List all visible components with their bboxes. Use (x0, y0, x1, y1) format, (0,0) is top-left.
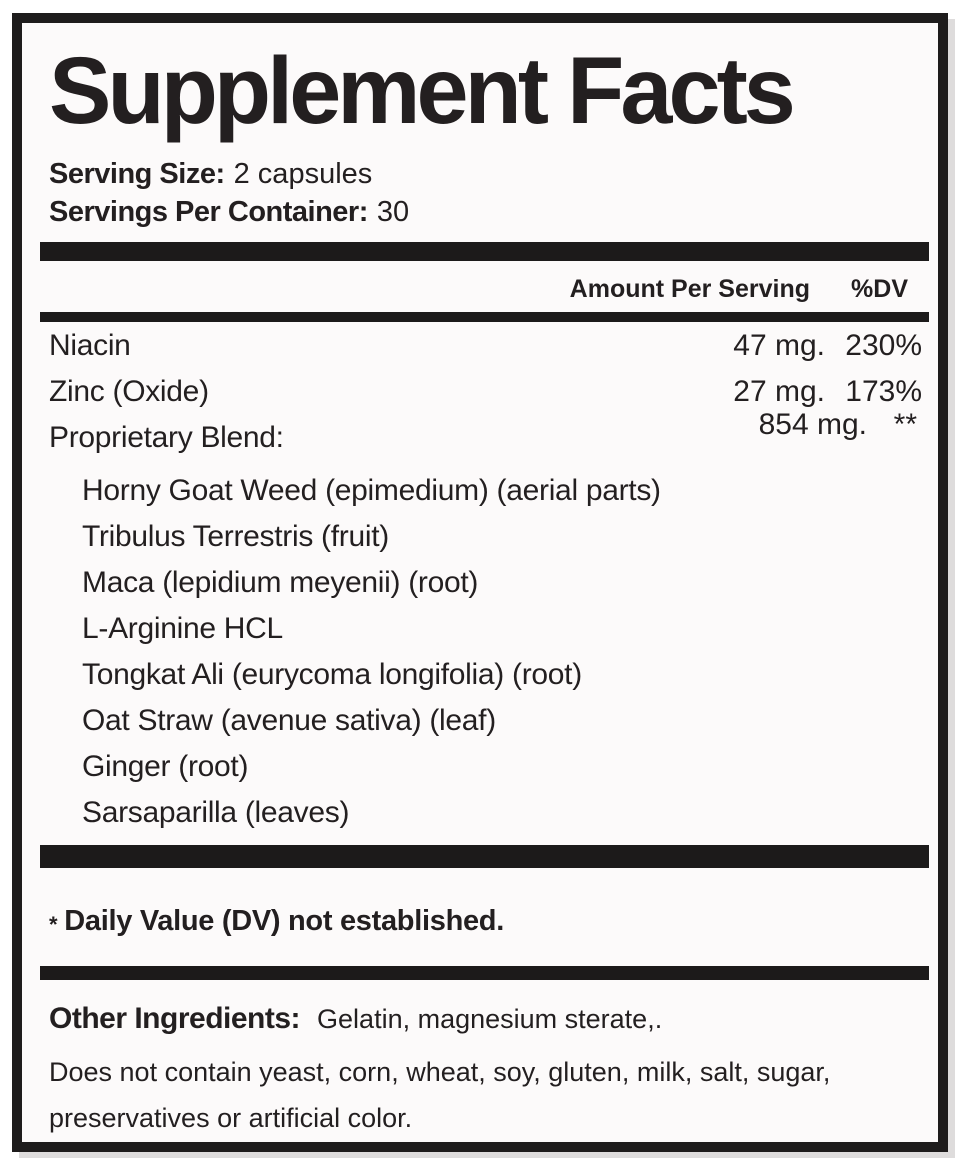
servings-per-container-value: 30 (376, 196, 410, 229)
nutrient-name: Proprietary Blend: (49, 421, 284, 455)
nutrient-amount: 854 mg. (758, 408, 867, 442)
list-item: Sarsaparilla (leaves) (82, 796, 350, 830)
separator-bar-bottom (40, 966, 929, 981)
serving-size-value: 2 capsules (233, 158, 373, 191)
nutrient-dv: ** (893, 408, 917, 442)
amount-per-serving-header: Amount Per Serving (569, 275, 810, 304)
other-ingredients-value: Gelatin, magnesium sterate,. (317, 1004, 663, 1035)
nutrient-name: Niacin (49, 329, 131, 363)
other-ingredients-label: Other Ingredients: (49, 1002, 301, 1036)
nutrient-rows: Niacin 47 mg. 230% Zinc (Oxide) 27 mg. 1… (49, 322, 922, 467)
separator-bar-header (40, 312, 929, 323)
list-item: Tribulus Terrestris (fruit) (82, 520, 389, 554)
contains-disclaimer: Does not contain yeast, corn, wheat, soy… (49, 1049, 922, 1141)
label-content: Supplement Facts Serving Size: 2 capsules… (22, 23, 938, 1142)
footnote-text: Daily Value (DV) not established. (64, 905, 504, 938)
list-item: Horny Goat Weed (epimedium) (aerial part… (82, 474, 661, 508)
list-item: Maca (lepidium meyenii) (root) (82, 566, 479, 600)
footnote-asterisk: * (49, 912, 58, 938)
nutrient-name: Zinc (Oxide) (49, 375, 209, 409)
serving-info: Serving Size: 2 capsules Servings Per Con… (49, 155, 922, 231)
dv-header: %DV (851, 275, 908, 304)
blend-ingredient-list: Horny Goat Weed (epimedium) (aerial part… (49, 468, 922, 836)
nutrient-amount: 27 mg. (733, 375, 825, 409)
table-row-zinc: Zinc (Oxide) 27 mg. 173% (49, 375, 922, 421)
serving-size-line: Serving Size: 2 capsules (49, 155, 922, 193)
dv-footnote: * Daily Value (DV) not established. (49, 905, 922, 938)
servings-per-container-label: Servings Per Container: (49, 196, 368, 229)
nutrient-dv: 230% (845, 329, 922, 363)
servings-per-container-line: Servings Per Container: 30 (49, 193, 922, 231)
separator-bar-thick-middle (40, 845, 929, 869)
label-frame: Supplement Facts Serving Size: 2 capsules… (12, 13, 948, 1152)
other-ingredients-line: Other Ingredients: Gelatin, magnesium ste… (49, 1001, 922, 1037)
separator-bar-thick-top (40, 242, 929, 262)
list-item: Oat Straw (avenue sativa) (leaf) (82, 704, 496, 738)
disclaimer-line: preservatives or artificial color. (49, 1103, 413, 1134)
disclaimer-line: Does not contain yeast, corn, wheat, soy… (49, 1057, 831, 1088)
table-header: Amount Per Serving %DV (49, 261, 922, 312)
nutrient-amount: 47 mg. (733, 329, 825, 363)
page-title: Supplement Facts (49, 38, 796, 144)
nutrient-dv: 173% (845, 375, 922, 409)
serving-size-label: Serving Size: (49, 158, 225, 191)
table-row-proprietary-blend: Proprietary Blend: 854 mg. ** (49, 408, 922, 467)
table-row-niacin: Niacin 47 mg. 230% (49, 329, 922, 375)
list-item: L-Arginine HCL (82, 612, 283, 646)
list-item: Ginger (root) (82, 750, 249, 784)
list-item: Tongkat Ali (eurycoma longifolia) (root) (82, 658, 582, 692)
